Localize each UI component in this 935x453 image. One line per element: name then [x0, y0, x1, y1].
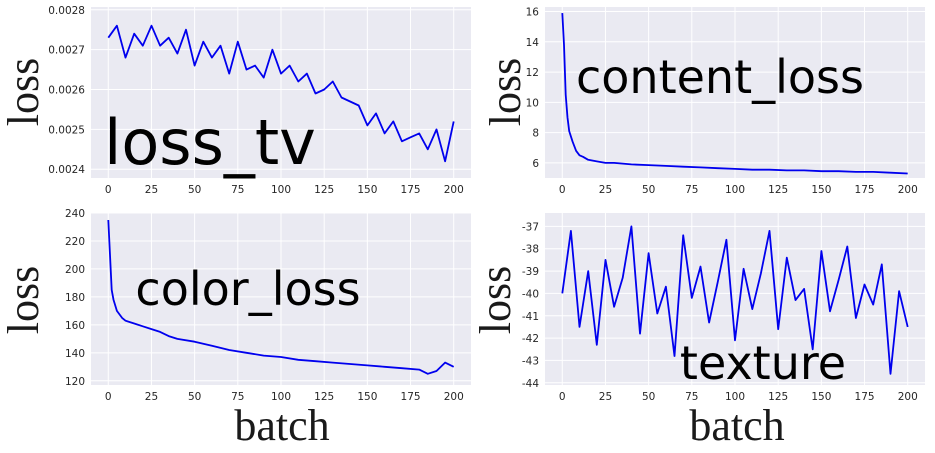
x-tick-label: 100	[271, 391, 291, 403]
x-tick-label: 100	[725, 184, 745, 196]
series-line	[561, 225, 909, 375]
x-tick-label: 200	[898, 391, 918, 403]
y-tick-label: -37	[522, 221, 539, 233]
x-tick-label: 100	[725, 391, 745, 403]
x-tick-label: 175	[401, 184, 421, 196]
x-tick-label: 75	[685, 391, 698, 403]
x-tick-label: 0	[105, 391, 112, 403]
x-tick-label: 150	[811, 184, 831, 196]
x-tick-label: 50	[188, 184, 201, 196]
x-tick-label: 75	[231, 391, 244, 403]
y-tick-label: 0.0027	[48, 45, 85, 57]
y-tick-label: 240	[65, 208, 85, 220]
x-axis-label: batch	[689, 401, 784, 450]
x-tick-label: 25	[599, 184, 612, 196]
y-tick-label: 10	[526, 97, 539, 109]
y-tick-label: -44	[522, 378, 539, 390]
x-tick-label: 100	[271, 184, 291, 196]
x-tick-label: 0	[559, 391, 566, 403]
y-tick-label: -42	[522, 333, 539, 345]
y-tick-label: 16	[526, 7, 540, 19]
x-tick-label: 125	[768, 391, 788, 403]
y-tick-label: 0.0026	[48, 85, 85, 97]
x-tick-label: 125	[768, 184, 788, 196]
x-tick-label: 200	[444, 391, 464, 403]
x-tick-label: 75	[231, 184, 244, 196]
y-tick-label: 180	[65, 292, 85, 304]
x-tick-label: 75	[685, 184, 698, 196]
x-tick-label: 125	[314, 391, 334, 403]
y-tick-label: 160	[65, 320, 85, 332]
y-tick-label: 220	[65, 236, 85, 248]
y-tick-label: 140	[65, 348, 85, 360]
subplot-4: 0 25 50 75 100 125 150 175 200 -37 -38 -39 -40 -41 -42…	[471, 213, 925, 450]
x-tick-label: 175	[401, 391, 421, 403]
y-tick-label: 8	[532, 128, 539, 140]
x-tick-label: 175	[855, 391, 875, 403]
y-tick-label: 12	[526, 67, 539, 79]
x-axis-label: batch	[234, 401, 329, 450]
x-tick-label: 150	[811, 391, 831, 403]
x-tick-label: 50	[642, 184, 655, 196]
y-axis-label: loss	[481, 58, 530, 126]
y-axis-label: loss	[471, 266, 520, 334]
x-tick-label: 25	[599, 391, 612, 403]
x-tick-label: 25	[145, 184, 158, 196]
y-axis-label: loss	[0, 58, 48, 126]
x-tick-label: 50	[188, 391, 201, 403]
x-tick-label: 200	[898, 184, 918, 196]
x-tick-label: 150	[357, 391, 377, 403]
y-tick-label: 6	[532, 158, 539, 170]
y-tick-label: 0.0024	[48, 164, 85, 176]
subplot-3: 0 25 50 75 100 125 150 175 200 120 140 160 180 200 220…	[0, 208, 471, 450]
chart-title: loss_tv	[104, 106, 316, 179]
y-tick-label: 0.0025	[48, 124, 85, 136]
subplot-2: 0 25 50 75 100 125 150 175 200 6 8 10 12 14 16 content_…	[481, 7, 925, 196]
y-tick-label: -38	[522, 244, 539, 256]
y-tick-label: 14	[526, 37, 540, 49]
y-tick-label: 120	[65, 376, 85, 388]
x-tick-label: 25	[145, 391, 158, 403]
x-tick-label: 0	[559, 184, 566, 196]
y-tick-label: -39	[522, 266, 539, 278]
x-tick-label: 175	[855, 184, 875, 196]
y-tick-label: -43	[522, 355, 539, 367]
x-tick-label: 200	[444, 184, 464, 196]
x-tick-label: 0	[105, 184, 112, 196]
y-axis-label: loss	[0, 266, 48, 334]
subplot-1: 0 25 50 75 100 125 150 175 200 0.0024 0.0025 0.0026…	[0, 5, 471, 196]
series-line	[107, 219, 455, 375]
chart-title: texture	[680, 336, 846, 390]
x-tick-label: 125	[314, 184, 334, 196]
x-tick-label: 150	[357, 184, 377, 196]
series-line	[561, 13, 908, 175]
y-tick-label: 0.0028	[48, 5, 85, 17]
series-line	[107, 24, 455, 163]
chart-title: color_loss	[135, 262, 360, 316]
y-tick-label: 200	[65, 264, 85, 276]
x-tick-label: 50	[642, 391, 655, 403]
chart-title: content_loss	[576, 50, 864, 104]
y-tick-label: -41	[522, 311, 539, 323]
y-tick-label: -40	[522, 288, 539, 300]
